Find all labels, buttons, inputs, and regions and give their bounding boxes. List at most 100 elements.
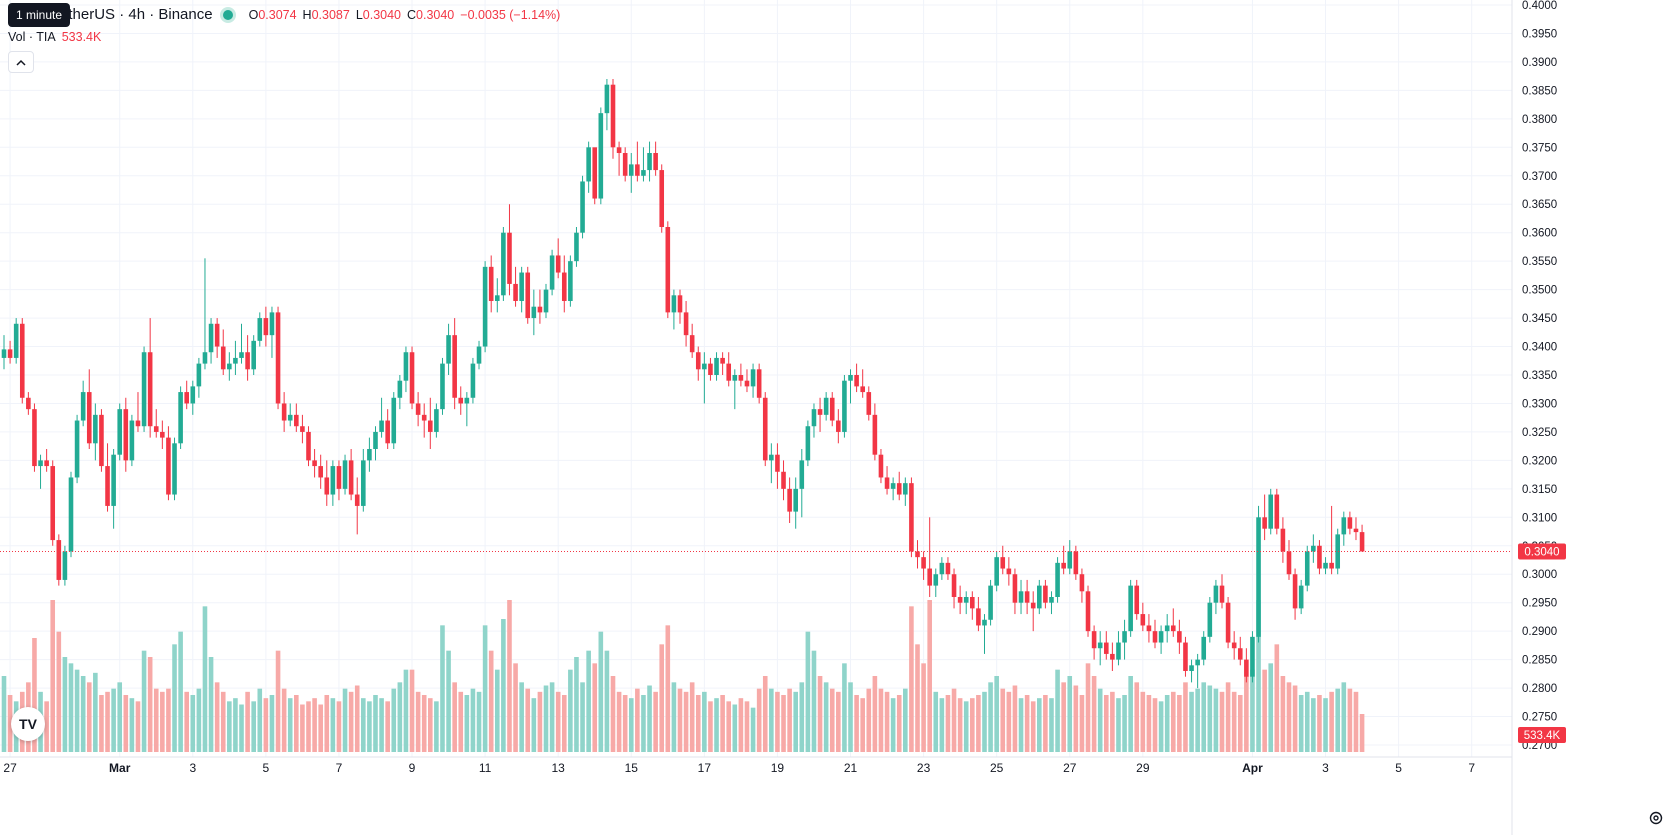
candle-body bbox=[86, 392, 92, 444]
volume-bar bbox=[488, 650, 494, 752]
volume-bar bbox=[744, 701, 750, 752]
volume-bar bbox=[470, 688, 476, 752]
candle-body bbox=[336, 466, 342, 489]
volume-bar bbox=[951, 688, 957, 752]
candle-body bbox=[281, 403, 287, 421]
gear-icon[interactable] bbox=[1648, 810, 1664, 831]
candle bbox=[172, 437, 177, 501]
candle-body bbox=[756, 369, 762, 398]
candle bbox=[1323, 557, 1328, 575]
volume-bar bbox=[245, 691, 250, 752]
candle-body bbox=[543, 289, 549, 313]
candle bbox=[1170, 608, 1176, 637]
candle-body bbox=[1195, 659, 1200, 666]
volume-bar bbox=[1231, 691, 1237, 752]
candle-body bbox=[842, 380, 847, 432]
volume-bar bbox=[756, 688, 762, 752]
volume-bar bbox=[915, 644, 920, 752]
candle-body bbox=[909, 483, 914, 552]
candle-body bbox=[647, 153, 652, 171]
y-tick-label: 0.3500 bbox=[1522, 285, 1557, 297]
candle-body bbox=[123, 409, 129, 461]
last-price-badge bbox=[1518, 543, 1566, 560]
collapse-legend-button[interactable] bbox=[8, 51, 34, 73]
volume-bar bbox=[836, 691, 841, 752]
volume-bar bbox=[994, 676, 999, 752]
volume-bar bbox=[1323, 698, 1328, 752]
volume-bar bbox=[1134, 682, 1140, 752]
market-status-icon[interactable] bbox=[222, 9, 233, 20]
candle-body bbox=[1091, 631, 1097, 649]
volume-bar bbox=[842, 663, 847, 752]
candle-body bbox=[866, 392, 872, 415]
candle-body bbox=[1274, 494, 1280, 529]
candle-body bbox=[227, 363, 232, 370]
volume-bar bbox=[1, 676, 7, 752]
candle bbox=[263, 306, 269, 347]
symbol-title[interactable]: etherUS · 4h · Binance bbox=[60, 6, 213, 23]
volume-bar bbox=[848, 682, 853, 752]
candle bbox=[1122, 619, 1127, 660]
candle-body bbox=[769, 454, 774, 461]
candle bbox=[239, 323, 244, 364]
y-tick-label: 0.3400 bbox=[1522, 342, 1557, 354]
volume-bar bbox=[80, 676, 86, 752]
candle-body bbox=[1341, 517, 1347, 535]
y-tick-label: 0.3450 bbox=[1522, 313, 1557, 325]
volume-bar bbox=[945, 695, 951, 752]
volume-bar bbox=[1037, 698, 1042, 752]
candle bbox=[1250, 631, 1255, 683]
candle bbox=[1000, 545, 1006, 575]
candle bbox=[866, 386, 872, 421]
candle-body bbox=[147, 352, 153, 427]
tradingview-logo[interactable]: TV bbox=[11, 707, 45, 741]
volume-bar bbox=[123, 695, 129, 752]
volume-bar bbox=[1146, 695, 1152, 752]
volume-bar bbox=[306, 701, 311, 752]
volume-bar bbox=[330, 698, 336, 752]
candle bbox=[1201, 631, 1207, 666]
candle bbox=[994, 551, 999, 592]
volume-bar bbox=[647, 685, 652, 752]
candle bbox=[1359, 524, 1365, 552]
volume-bar bbox=[957, 698, 963, 752]
volume-bar bbox=[1079, 695, 1085, 752]
volume-bar bbox=[1061, 682, 1066, 752]
y-tick-label: 0.3200 bbox=[1522, 455, 1557, 467]
volume-bar bbox=[348, 691, 354, 752]
candle-body bbox=[318, 466, 323, 478]
volume-bar bbox=[616, 691, 622, 752]
candle bbox=[476, 340, 482, 370]
candle bbox=[549, 249, 555, 296]
volume-bar bbox=[726, 701, 732, 752]
candle bbox=[878, 449, 884, 484]
volume-bar bbox=[890, 698, 896, 752]
candle-body bbox=[1298, 585, 1304, 609]
candle bbox=[1280, 517, 1286, 563]
candle bbox=[1116, 631, 1121, 666]
candle bbox=[677, 289, 683, 324]
volume-bar bbox=[963, 701, 969, 752]
candle-body bbox=[324, 477, 330, 495]
candle bbox=[68, 471, 74, 558]
candle bbox=[848, 369, 853, 404]
candle bbox=[787, 477, 792, 523]
volume-bar bbox=[415, 691, 421, 752]
y-tick-label: 0.2850 bbox=[1522, 655, 1557, 667]
candle bbox=[909, 477, 914, 558]
volume-bar bbox=[775, 691, 780, 752]
candle-body bbox=[257, 318, 263, 341]
x-tick-label: Mar bbox=[109, 761, 131, 775]
candle bbox=[732, 369, 738, 410]
candle-body bbox=[494, 295, 500, 301]
volume-bar bbox=[318, 704, 323, 752]
candle-body bbox=[994, 557, 999, 586]
candle bbox=[1, 335, 7, 370]
candle bbox=[1298, 579, 1304, 615]
candle-body bbox=[793, 488, 798, 512]
candle bbox=[38, 454, 43, 489]
candle-body bbox=[586, 147, 591, 182]
candle-body bbox=[616, 147, 622, 153]
candle bbox=[385, 409, 390, 449]
